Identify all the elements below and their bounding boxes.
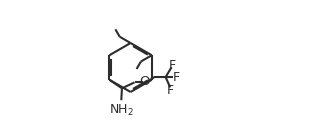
Text: O: O (139, 75, 150, 88)
Text: NH$_2$: NH$_2$ (109, 103, 134, 118)
Text: F: F (169, 59, 176, 72)
Text: F: F (173, 71, 180, 84)
Text: F: F (167, 84, 174, 97)
